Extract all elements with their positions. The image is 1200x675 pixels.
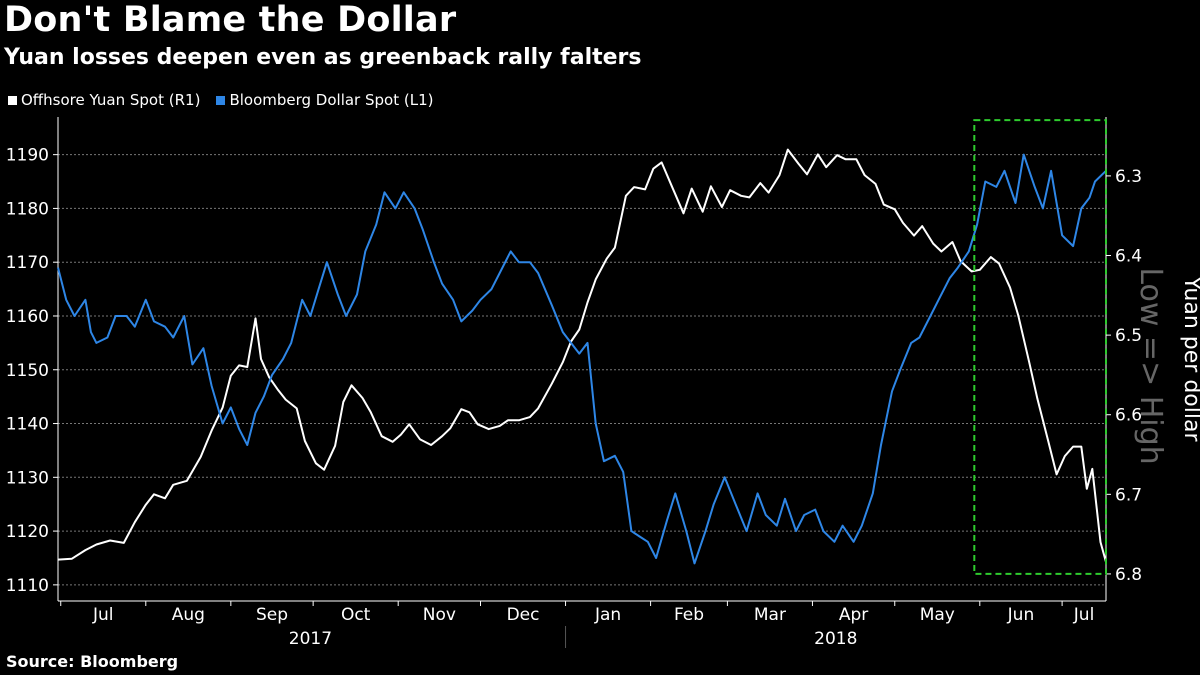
legend-label-dollar: Bloomberg Dollar Spot (L1)	[229, 91, 434, 109]
month-label-5: Dec	[507, 605, 540, 625]
left-tick-label-1150: 1150	[6, 361, 49, 381]
legend-label-yuan: Offhsore Yuan Spot (R1)	[21, 91, 201, 109]
chart-subtitle: Yuan losses deepen even as greenback ral…	[4, 45, 642, 70]
right-tick-label-6.4: 6.4	[1115, 247, 1142, 267]
month-label-9: Apr	[839, 605, 868, 625]
legend-swatch-dollar	[216, 95, 226, 105]
legend-item-dollar: Bloomberg Dollar Spot (L1)	[216, 91, 433, 109]
month-label-10: May	[920, 605, 955, 625]
left-tick-label-1120: 1120	[6, 522, 49, 542]
month-label-11: Jun	[1007, 605, 1035, 625]
month-label-0: Jul	[92, 605, 114, 625]
month-label-8: Mar	[754, 605, 786, 625]
right-axis-note: Low => High	[1133, 267, 1168, 464]
year-label-2017: 2017	[289, 629, 332, 649]
source-note: Source: Bloomberg	[6, 652, 179, 671]
month-label-2: Sep	[256, 605, 288, 625]
month-label-1: Aug	[172, 605, 205, 625]
legend-item-yuan: Offhsore Yuan Spot (R1)	[8, 91, 200, 109]
highlight-box	[973, 119, 1108, 575]
right-tick-label-6.8: 6.8	[1115, 565, 1142, 585]
month-label-7: Feb	[674, 605, 704, 625]
month-label-12: Jul	[1073, 605, 1095, 625]
left-tick-label-1180: 1180	[6, 199, 49, 219]
legend: Offhsore Yuan Spot (R1) Bloomberg Dollar…	[8, 91, 433, 109]
month-label-3: Oct	[341, 605, 371, 625]
right-tick-label-6.5: 6.5	[1115, 326, 1142, 346]
series-line-yuan	[57, 148, 1107, 563]
left-tick-label-1140: 1140	[6, 415, 49, 435]
left-tick-label-1170: 1170	[6, 253, 49, 273]
left-tick-label-1160: 1160	[6, 307, 49, 327]
right-tick-label-6.7: 6.7	[1115, 485, 1142, 505]
right-tick-label-6.3: 6.3	[1115, 167, 1142, 187]
month-label-4: Nov	[423, 605, 456, 625]
right-axis-title: Yuan per dollar	[1179, 276, 1200, 443]
right-tick-label-6.6: 6.6	[1115, 406, 1142, 426]
legend-swatch-yuan	[8, 95, 17, 105]
series-line-dollar	[57, 153, 1107, 565]
left-tick-label-1130: 1130	[6, 468, 49, 488]
year-label-2018: 2018	[814, 629, 857, 649]
left-tick-label-1110: 1110	[6, 576, 49, 596]
month-label-6: Jan	[594, 605, 621, 625]
chart-title: Don't Blame the Dollar	[4, 0, 457, 40]
left-tick-label-1190: 1190	[6, 146, 49, 166]
